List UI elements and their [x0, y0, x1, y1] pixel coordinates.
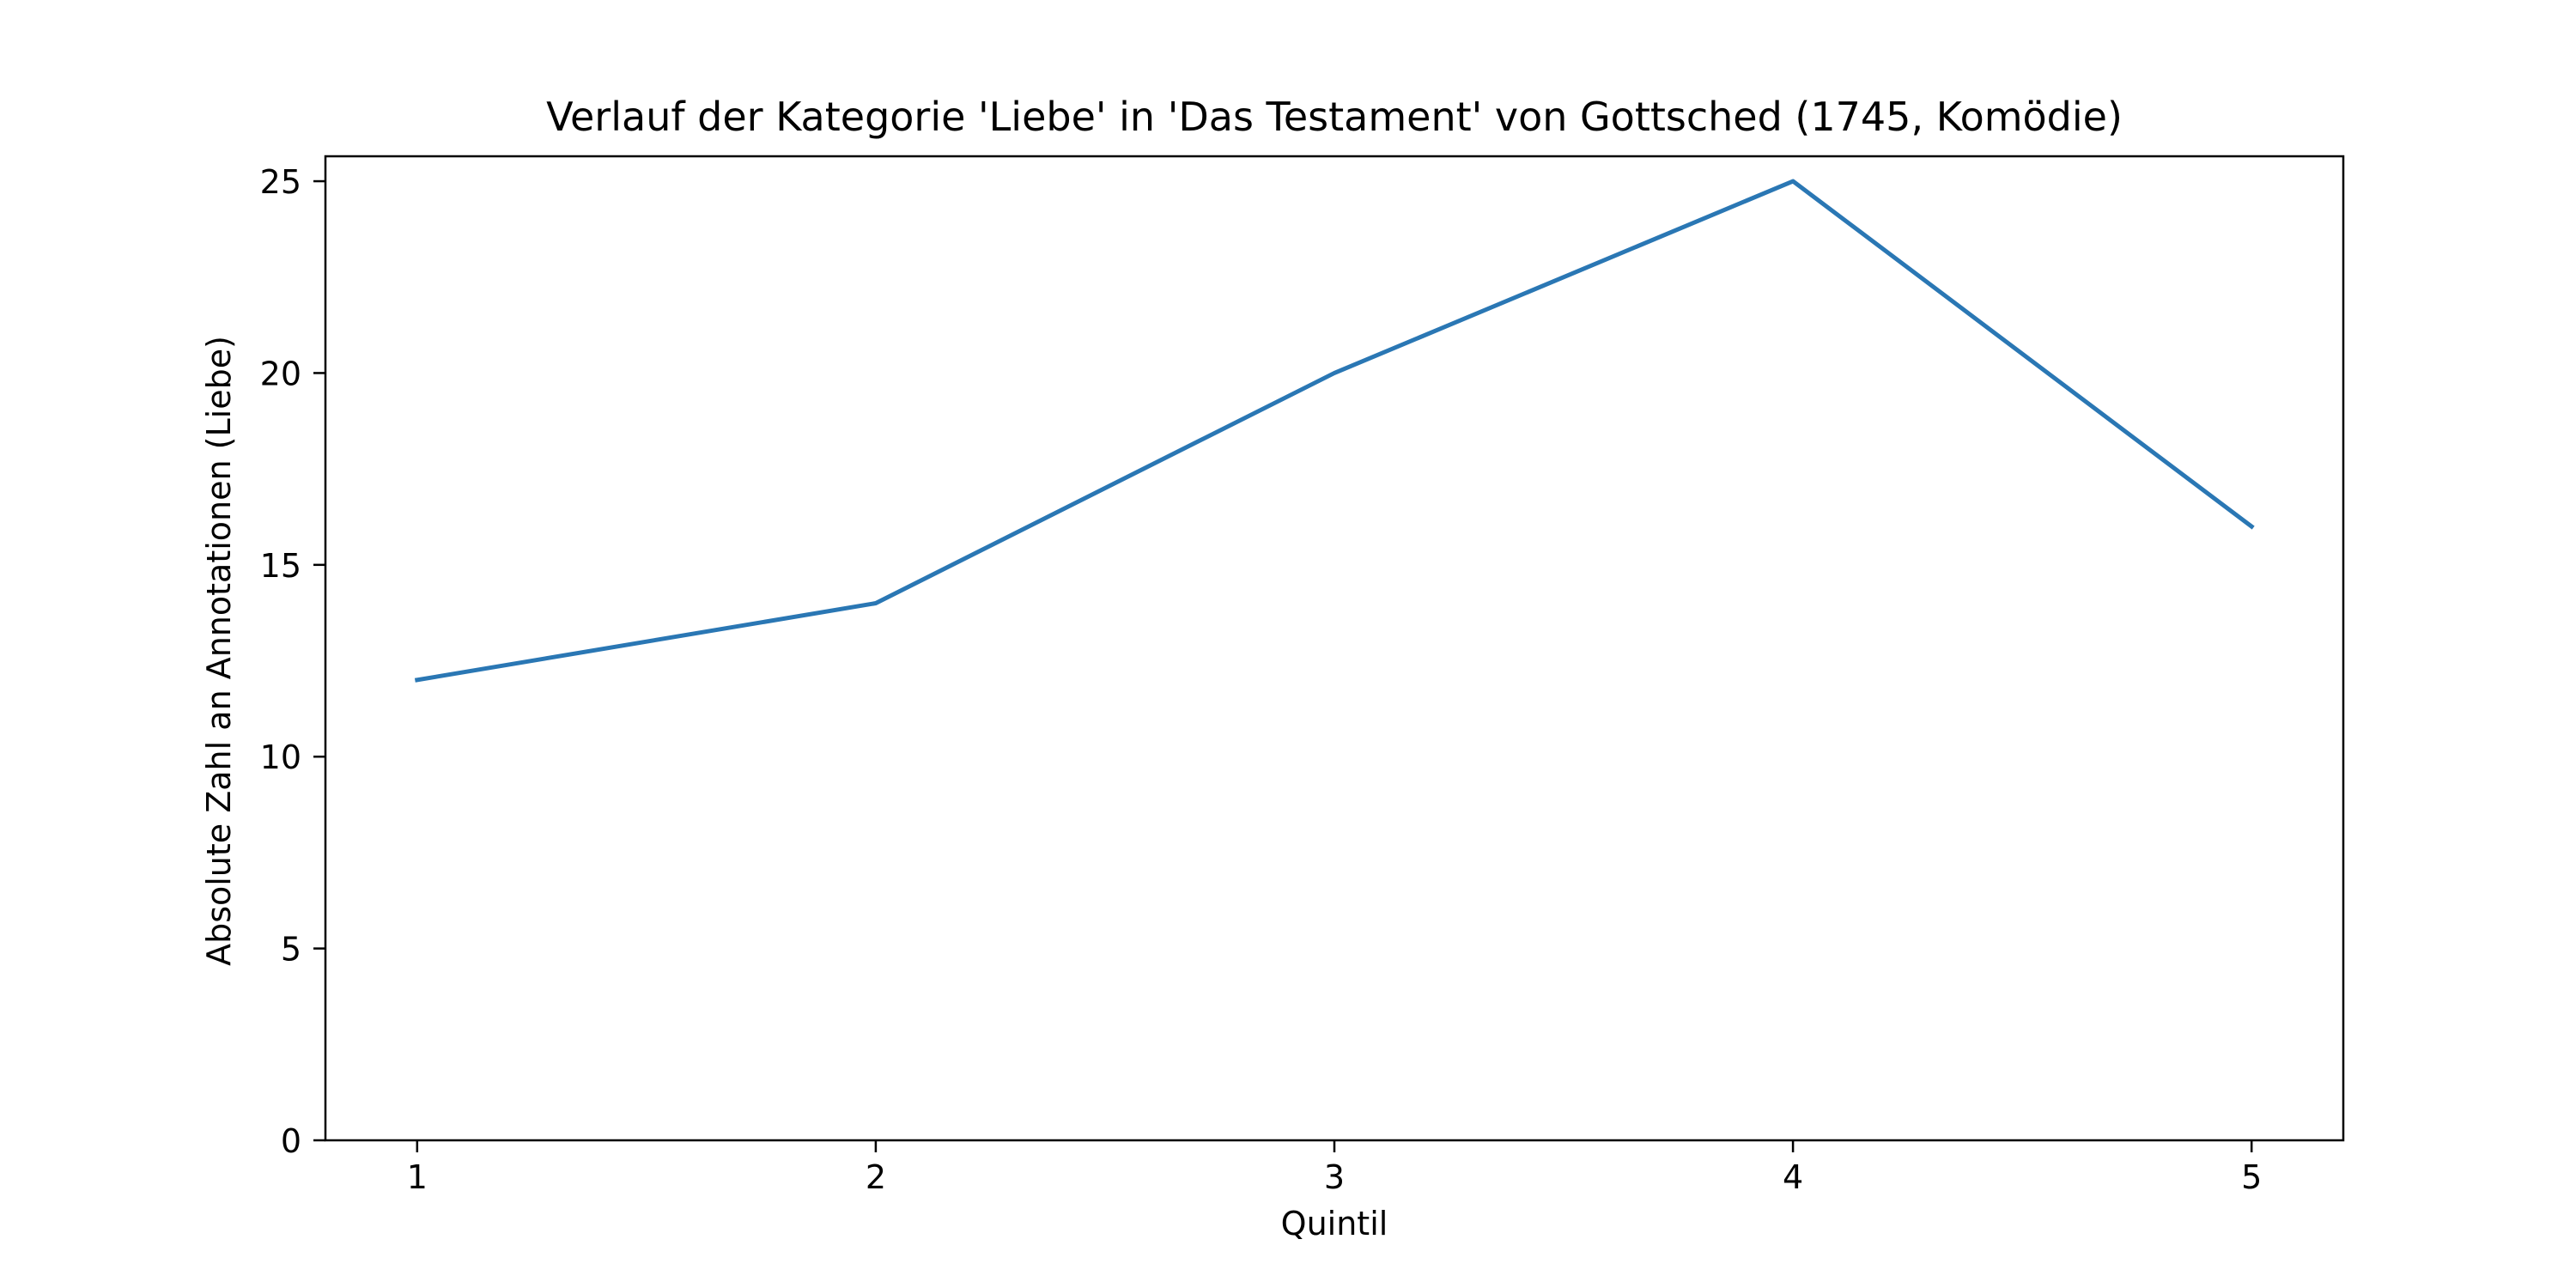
y-axis-title: Absolute Zahl an Annotationen (Liebe)	[200, 336, 238, 966]
x-tick-label-2: 2	[866, 1158, 886, 1196]
x-tick-label-3: 3	[1324, 1158, 1345, 1196]
y-tick-label-5: 5	[281, 931, 301, 969]
y-tick-label-10: 10	[260, 738, 301, 776]
chart-title: Verlauf der Kategorie 'Liebe' in 'Das Te…	[546, 94, 2123, 140]
x-axis-title: Quintil	[1281, 1205, 1388, 1242]
x-tick-label-5: 5	[2241, 1158, 2262, 1196]
y-tick-label-0: 0	[281, 1122, 301, 1160]
y-tick-label-15: 15	[260, 547, 301, 585]
x-tick-label-1: 1	[407, 1158, 428, 1196]
plot-frame	[324, 155, 2345, 1142]
y-tick-label-25: 25	[260, 163, 301, 201]
x-tick-label-4: 4	[1783, 1158, 1803, 1196]
plot-area: 1 2 3 4 5 0 5 10 15 20 25	[260, 155, 2345, 1196]
series-line-1	[414, 179, 2255, 683]
y-tick-label-20: 20	[260, 355, 301, 392]
